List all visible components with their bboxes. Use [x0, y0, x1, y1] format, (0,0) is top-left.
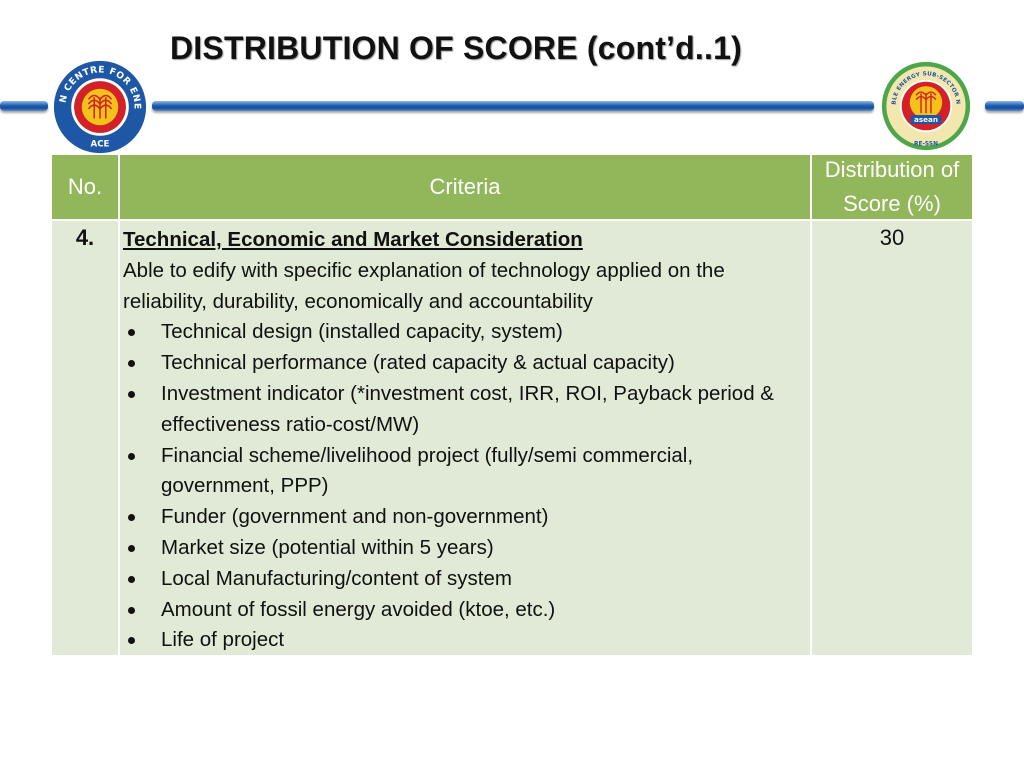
bullet-icon [128, 514, 135, 522]
list-item: Investment indicator (*investment cost, … [123, 379, 776, 441]
list-item-text: Technical design (installed capacity, sy… [161, 320, 563, 344]
criteria-bullet-list: Technical design (installed capacity, sy… [123, 317, 810, 656]
list-item-text: Amount of fossil energy avoided (ktoe, e… [161, 597, 556, 621]
column-header-criteria: Criteria [120, 155, 810, 219]
list-item-text: Funder (government and non-government) [161, 505, 549, 529]
re-ssn-logo-label: RE-SSN [914, 142, 938, 148]
criteria-heading: Technical, Economic and Market Considera… [123, 228, 583, 251]
bullet-icon [128, 452, 135, 460]
bullet-icon [128, 606, 135, 614]
list-item: Amount of fossil energy avoided (ktoe, e… [123, 595, 810, 626]
score-value: 30 [879, 225, 905, 250]
list-item-text: Life of project [161, 628, 285, 652]
list-item-text: Financial scheme/livelihood project (ful… [161, 443, 694, 498]
bullet-icon [128, 360, 135, 368]
score-cell: 30 [812, 221, 972, 655]
list-item-text: Technical performance (rated capacity & … [161, 351, 675, 375]
list-item: Market size (potential within 5 years) [123, 533, 810, 564]
list-item: Financial scheme/livelihood project (ful… [123, 441, 791, 503]
list-item: Technical performance (rated capacity & … [123, 348, 810, 379]
list-item-text: Local Manufacturing/content of system [161, 566, 512, 590]
row-number: 4. [75, 225, 95, 250]
ace-logo: ASEAN CENTRE FOR ENERGY ACE [52, 59, 147, 154]
bullet-icon [128, 575, 135, 583]
bullet-icon [128, 329, 135, 337]
column-header-no: No. [52, 155, 118, 219]
list-item: Funder (government and non-government) [123, 502, 810, 533]
list-item: Technical design (installed capacity, sy… [123, 317, 810, 348]
bullet-icon [128, 637, 135, 645]
header-bar [152, 101, 874, 111]
slide-title: DISTRIBUTION OF SCORE (cont’d..1) [170, 30, 742, 66]
ace-logo-label: ACE [91, 139, 110, 149]
criteria-description: Able to edify with specific explanation … [123, 258, 725, 313]
list-item-text: Investment indicator (*investment cost, … [161, 381, 774, 436]
list-item-text: Market size (potential within 5 years) [161, 535, 494, 559]
list-item: Life of project [123, 625, 810, 656]
bullet-icon [128, 390, 135, 398]
column-header-distribution-label: Distribution of Score (%) [824, 157, 960, 216]
header-bar-right-stub [985, 101, 1024, 111]
list-item: Local Manufacturing/content of system [123, 564, 810, 595]
score-table: No. Criteria Distribution of Score (%) 4… [52, 155, 972, 655]
column-header-distribution: Distribution of Score (%) [812, 155, 972, 219]
re-ssn-logo: asean RENEWABLE ENERGY SUB-SECTOR NETWOR… [881, 59, 971, 151]
header-bar-left-stub [0, 101, 48, 111]
re-ssn-logo-asean: asean [914, 115, 938, 124]
row-number-cell: 4. [52, 221, 118, 655]
bullet-icon [128, 544, 135, 552]
criteria-cell: Technical, Economic and Market Considera… [120, 221, 810, 655]
